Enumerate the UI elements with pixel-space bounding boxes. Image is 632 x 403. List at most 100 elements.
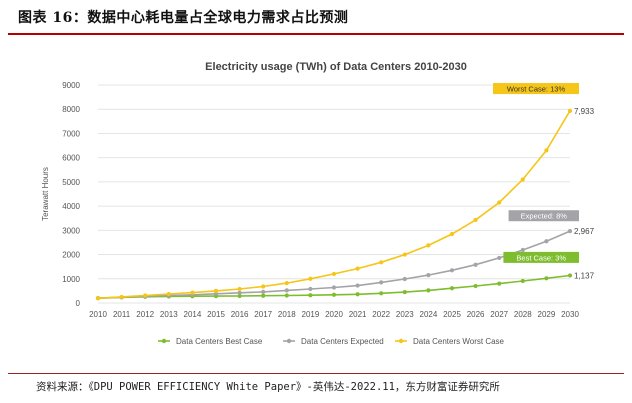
y-tick-label: 2000 xyxy=(62,251,80,260)
end-label-expected: 2,967 xyxy=(574,227,595,236)
point-worst xyxy=(331,271,337,277)
point-expected xyxy=(449,268,455,273)
x-tick-label: 2027 xyxy=(490,310,508,319)
point-worst xyxy=(426,243,431,248)
point-best xyxy=(567,273,573,278)
x-tick-label: 2013 xyxy=(160,310,178,319)
point-best xyxy=(237,293,242,299)
point-worst xyxy=(284,281,289,286)
y-tick-label: 6000 xyxy=(62,154,80,163)
x-tick-label: 2018 xyxy=(278,310,296,319)
x-tick-label: 2020 xyxy=(325,310,343,319)
point-worst xyxy=(95,296,101,301)
point-worst xyxy=(355,266,360,271)
legend-label-expected: Data Centers Expected xyxy=(301,337,384,346)
x-tick-label: 2024 xyxy=(420,310,438,319)
point-worst xyxy=(520,177,525,182)
x-tick-label: 2011 xyxy=(113,310,131,319)
x-tick-label: 2010 xyxy=(89,310,107,319)
source-note: 资料来源：《DPU POWER EFFICIENCY White Paper》-… xyxy=(36,381,500,393)
x-tick-label: 2025 xyxy=(443,310,461,319)
tag-bg-expected xyxy=(508,210,579,222)
tag-bg-best xyxy=(503,251,579,263)
y-tick-label: 3000 xyxy=(62,226,80,235)
point-worst xyxy=(308,276,313,281)
x-tick-label: 2012 xyxy=(136,310,154,319)
y-tick-label: 7000 xyxy=(62,129,80,138)
legend-label-worst: Data Centers Worst Case xyxy=(413,337,505,346)
point-worst xyxy=(449,231,455,237)
point-worst xyxy=(190,290,195,295)
y-axis-label: Terawatt Hours xyxy=(41,167,50,221)
electricity-usage-chart: Electricity usage (TWh) of Data Centers … xyxy=(41,61,595,346)
point-worst xyxy=(567,108,573,113)
x-tick-label: 2019 xyxy=(302,310,320,319)
x-tick-label: 2029 xyxy=(538,310,556,319)
x-tick-label: 2021 xyxy=(349,310,367,319)
tag-expected: Expected: 8% xyxy=(521,212,568,221)
point-best xyxy=(355,292,360,297)
end-label-worst: 7,933 xyxy=(574,107,595,116)
x-tick-label: 2016 xyxy=(231,310,249,319)
point-best xyxy=(520,278,525,284)
legend-label-best: Data Centers Best Case xyxy=(176,337,263,346)
point-expected xyxy=(544,239,549,244)
point-best xyxy=(379,291,384,296)
point-worst xyxy=(119,294,124,300)
point-worst xyxy=(379,260,384,265)
point-best xyxy=(544,276,549,281)
point-best xyxy=(426,288,431,293)
point-best xyxy=(402,290,407,295)
tag-bg-worst xyxy=(493,83,579,95)
y-tick-label: 8000 xyxy=(62,105,80,114)
y-tick-label: 9000 xyxy=(62,81,80,90)
point-expected xyxy=(237,290,242,295)
x-tick-label: 2017 xyxy=(254,310,272,319)
tag-best: Best Case: 3% xyxy=(516,253,566,262)
point-worst xyxy=(497,200,502,205)
point-best xyxy=(284,293,289,298)
point-best xyxy=(473,283,478,289)
x-tick-label: 2030 xyxy=(561,310,579,319)
point-expected xyxy=(473,262,478,267)
point-expected xyxy=(261,289,266,294)
x-tick-label: 2015 xyxy=(207,310,225,319)
point-worst xyxy=(166,291,171,297)
point-expected xyxy=(402,276,407,282)
legend-marker-expected xyxy=(286,338,292,344)
point-worst xyxy=(261,284,266,289)
point-expected xyxy=(331,285,337,290)
chart-title: Electricity usage (TWh) of Data Centers … xyxy=(205,61,467,73)
point-expected xyxy=(284,288,289,293)
point-expected xyxy=(426,273,431,278)
x-tick-label: 2014 xyxy=(184,310,202,319)
point-best xyxy=(449,286,455,291)
legend-marker-worst xyxy=(398,338,404,344)
title-rule xyxy=(8,33,624,35)
point-expected xyxy=(308,286,313,292)
point-expected xyxy=(497,255,502,261)
point-expected xyxy=(213,291,219,296)
y-tick-label: 4000 xyxy=(62,202,80,211)
point-best xyxy=(308,293,313,298)
legend-marker-best xyxy=(161,338,167,344)
x-tick-label: 2023 xyxy=(396,310,414,319)
y-tick-label: 1000 xyxy=(62,275,80,284)
point-expected xyxy=(379,280,384,285)
source-rule xyxy=(8,373,624,374)
point-best xyxy=(331,292,337,297)
point-worst xyxy=(237,286,242,292)
point-worst xyxy=(473,217,478,223)
point-expected xyxy=(567,229,573,234)
x-tick-label: 2022 xyxy=(372,310,390,319)
point-best xyxy=(261,293,266,298)
x-tick-label: 2028 xyxy=(514,310,532,319)
y-tick-label: 0 xyxy=(76,299,81,308)
figure-title: 图表 16：数据中心耗电量占全球电力需求占比预测 xyxy=(18,10,349,26)
y-tick-label: 5000 xyxy=(62,178,80,187)
tag-worst: Worst Case: 13% xyxy=(507,85,566,94)
x-tick-label: 2026 xyxy=(467,310,485,319)
point-worst xyxy=(143,293,148,298)
point-expected xyxy=(520,247,525,253)
point-expected xyxy=(355,283,360,288)
